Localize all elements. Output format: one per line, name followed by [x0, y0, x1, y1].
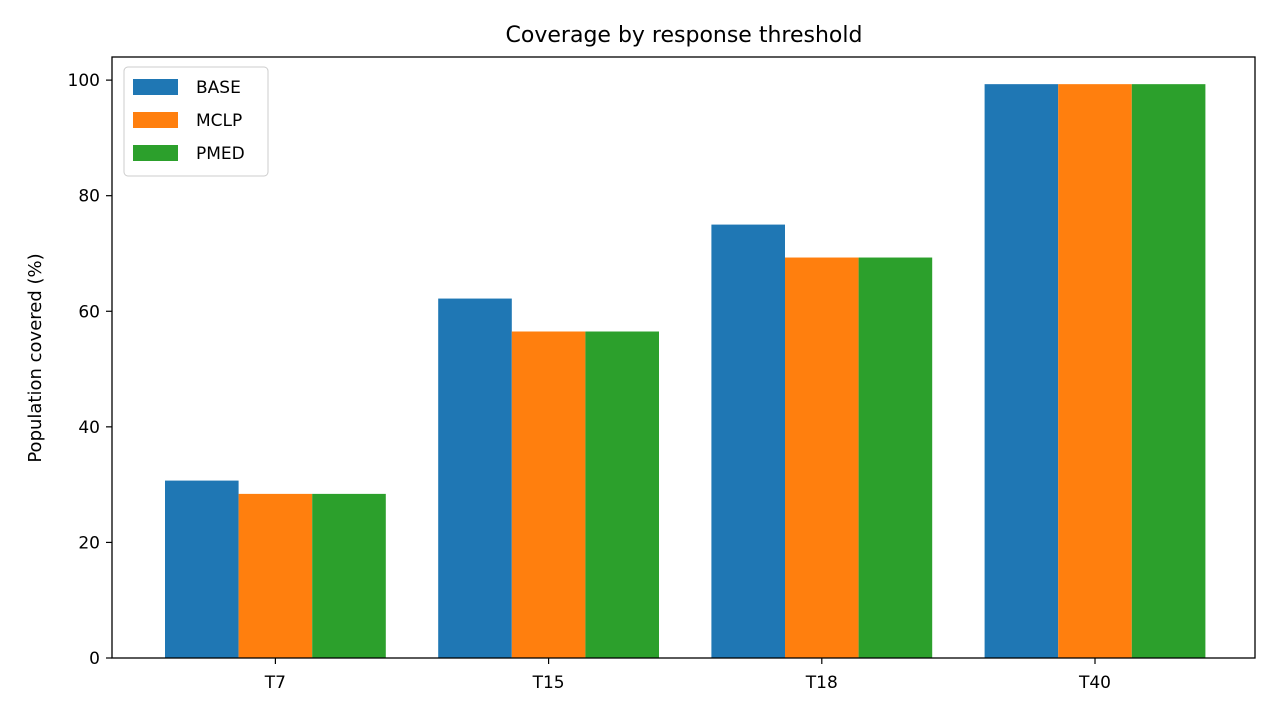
legend-swatch	[133, 79, 178, 95]
ticks-layer: T7 T15 T18 T40 0 20 40 60 80 100	[68, 71, 1111, 693]
y-tick-label: 100	[68, 71, 100, 91]
bar-pmed-t40	[1131, 84, 1206, 658]
legend-label: BASE	[196, 78, 241, 98]
chart-title: Coverage by response threshold	[506, 23, 863, 48]
x-tick-label: T18	[805, 673, 838, 693]
x-tick-label: T40	[1078, 673, 1111, 693]
bar-mclp-t7	[238, 493, 313, 658]
y-axis-label: Population covered (%)	[25, 253, 46, 462]
bar-pmed-t7	[312, 493, 386, 658]
bar-pmed-t18	[858, 257, 933, 658]
x-tick-label: T7	[264, 673, 286, 693]
legend-item-base: BASE	[133, 78, 241, 98]
legend-item-pmed: PMED	[133, 144, 245, 164]
y-tick-label: 20	[78, 533, 100, 553]
x-tick-label: T15	[532, 673, 565, 693]
series-mclp	[238, 84, 1132, 658]
legend-item-mclp: MCLP	[133, 111, 242, 131]
bar-pmed-t15	[585, 331, 659, 658]
bar-base-t18	[711, 224, 785, 658]
bar-mclp-t18	[785, 257, 859, 658]
bar-base-t40	[984, 84, 1059, 658]
y-tick-label: 40	[78, 418, 100, 438]
legend-label: PMED	[196, 144, 245, 164]
legend-swatch	[133, 112, 178, 128]
y-tick-label: 0	[89, 649, 100, 669]
plot-frame	[111, 56, 1256, 659]
bar-mclp-t40	[1058, 84, 1132, 658]
y-tick-label: 60	[78, 302, 100, 322]
y-tick-label: 80	[78, 187, 100, 207]
series-pmed	[312, 84, 1206, 658]
bar-mclp-t15	[511, 331, 586, 658]
series-base	[165, 84, 1059, 658]
legend-swatch	[133, 145, 178, 161]
legend-label: MCLP	[196, 111, 242, 131]
bar-base-t7	[165, 480, 239, 658]
bars-layer	[165, 84, 1206, 658]
bar-base-t15	[438, 298, 512, 658]
legend: BASE MCLP PMED	[123, 66, 269, 177]
